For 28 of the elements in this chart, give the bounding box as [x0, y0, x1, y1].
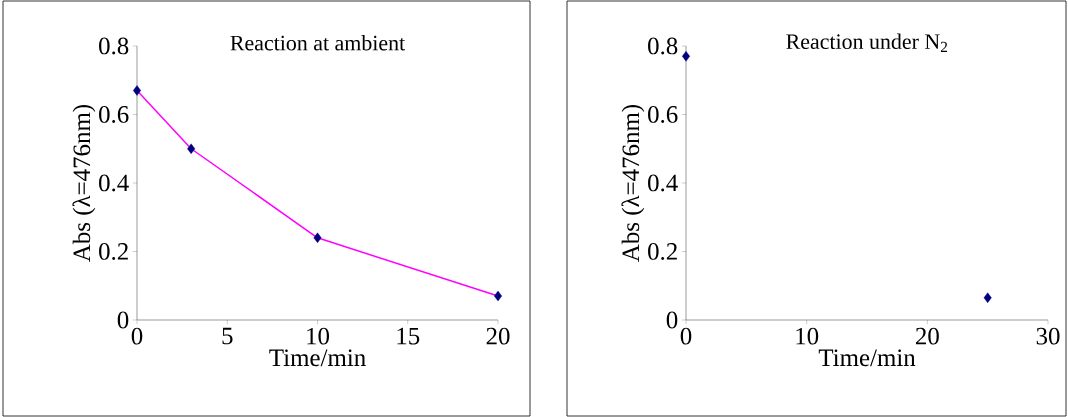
x-tick-label: 20 — [915, 327, 939, 345]
y-tick-label: 0.8 — [648, 37, 678, 55]
x-tick-label: 30 — [1036, 327, 1060, 345]
y-tick-label: 0 — [117, 311, 129, 329]
y-tick-label: 0.4 — [99, 174, 129, 192]
x-tick-label: 15 — [397, 327, 420, 345]
y-tick-label: 0.4 — [648, 174, 678, 192]
chart-title: Reaction under N$_{2}$ — [786, 33, 948, 52]
y-tick-label: 0.8 — [99, 37, 129, 55]
x-tick-label: 5 — [222, 327, 233, 345]
x-tick-label: 10 — [796, 327, 819, 345]
x-tick-label: 10 — [307, 327, 330, 345]
x-tick-label: 0 — [680, 327, 692, 345]
y-axis-title: Abs (λ=476nm) — [621, 104, 645, 262]
chart-title: Reaction at ambient — [230, 35, 406, 51]
x-tick-label: 0 — [131, 327, 143, 345]
x-axis-title: Time/min — [818, 349, 916, 367]
y-tick-label: 0 — [666, 311, 678, 329]
point — [187, 143, 196, 154]
y-tick-label: 0.6 — [99, 106, 129, 123]
y-axis-title: Abs (λ=476nm) — [72, 104, 96, 262]
y-tick-label: 0.2 — [99, 243, 128, 260]
x-axis-title: Time/min — [269, 349, 366, 367]
point — [313, 232, 322, 243]
y-tick-label: 0.2 — [648, 243, 677, 260]
y-tick-label: 0.6 — [648, 106, 678, 123]
point — [133, 85, 141, 96]
x-tick-label: 20 — [486, 327, 510, 345]
